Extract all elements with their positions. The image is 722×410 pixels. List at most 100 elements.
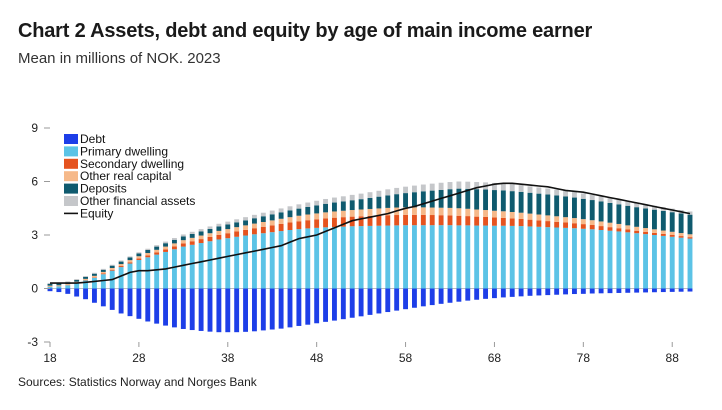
- bar-other-financial-assets: [580, 193, 586, 199]
- bar-primary-dwelling: [269, 232, 275, 289]
- bar-secondary-dwelling: [474, 216, 480, 226]
- bar-other-real-capital: [509, 211, 515, 219]
- bar-primary-dwelling: [403, 225, 408, 289]
- legend-swatch-debt: [64, 134, 78, 144]
- bar-deposits: [216, 226, 222, 231]
- bar-deposits: [598, 201, 604, 222]
- bar-debt: [483, 288, 488, 299]
- bar-deposits: [332, 202, 337, 212]
- axes: -3 0 3 6 9 18 28 38 48 58 68 78 88: [27, 121, 679, 365]
- bar-deposits: [492, 190, 497, 211]
- bar-other-financial-assets: [127, 256, 133, 258]
- bar-deposits: [305, 207, 311, 215]
- bar-other-financial-assets: [420, 184, 426, 192]
- bar-secondary-dwelling: [358, 216, 364, 227]
- bar-secondary-dwelling: [216, 234, 222, 240]
- bar-deposits: [687, 214, 693, 235]
- bar-deposits: [189, 233, 195, 238]
- bar-primary-dwelling: [394, 225, 400, 289]
- bar-deposits: [625, 205, 631, 226]
- bar-secondary-dwelling: [278, 223, 284, 232]
- bar-primary-dwelling: [492, 225, 497, 289]
- bar-secondary-dwelling: [492, 217, 497, 226]
- bar-other-real-capital: [207, 233, 213, 237]
- bar-secondary-dwelling: [634, 230, 640, 234]
- bar-debt: [438, 288, 444, 304]
- bar-other-real-capital: [287, 217, 293, 223]
- bar-other-financial-assets: [403, 186, 408, 194]
- bar-other-real-capital: [145, 253, 151, 256]
- x-tick-label: 58: [399, 351, 413, 365]
- bar-deposits: [447, 189, 453, 208]
- bar-other-financial-assets: [340, 196, 346, 202]
- bar-other-financial-assets: [278, 208, 284, 213]
- bar-deposits: [572, 197, 577, 219]
- bar-primary-dwelling: [136, 259, 142, 289]
- bar-secondary-dwelling: [554, 221, 560, 228]
- bar-other-real-capital: [358, 209, 364, 217]
- bar-deposits: [109, 265, 115, 268]
- bar-deposits: [56, 283, 62, 286]
- bar-debt: [136, 288, 142, 319]
- y-tick-label: 9: [31, 121, 38, 135]
- bar-other-financial-assets: [634, 202, 640, 208]
- bar-other-real-capital: [234, 227, 240, 232]
- bar-deposits: [127, 257, 133, 261]
- bar-secondary-dwelling: [518, 218, 524, 227]
- bar-debt: [554, 288, 560, 295]
- bar-debt: [340, 288, 346, 320]
- bar-debt: [225, 288, 231, 333]
- bar-other-financial-assets: [536, 187, 542, 194]
- bar-other-financial-assets: [234, 219, 240, 223]
- bar-other-financial-assets: [438, 182, 444, 190]
- bar-other-financial-assets: [216, 223, 222, 227]
- bar-deposits: [394, 194, 400, 208]
- legend-label: Other financial assets: [80, 194, 195, 208]
- bar-deposits: [500, 190, 506, 212]
- bar-other-real-capital: [332, 211, 337, 218]
- bar-debt: [278, 288, 284, 329]
- bar-other-financial-assets: [314, 200, 320, 206]
- bar-secondary-dwelling: [225, 233, 231, 239]
- x-tick-label: 18: [43, 351, 57, 365]
- bar-deposits: [483, 189, 488, 211]
- bar-deposits: [163, 243, 168, 247]
- bar-secondary-dwelling: [447, 215, 453, 226]
- bar-secondary-dwelling: [367, 215, 373, 226]
- bar-primary-dwelling: [518, 226, 524, 289]
- bar-secondary-dwelling: [438, 215, 444, 226]
- bar-secondary-dwelling: [616, 228, 622, 232]
- bar-debt: [349, 288, 355, 318]
- bar-debt: [456, 288, 462, 302]
- bar-deposits: [465, 188, 471, 209]
- bar-primary-dwelling: [172, 249, 177, 289]
- bar-debt: [172, 288, 177, 328]
- y-tick-label: 3: [31, 228, 38, 242]
- bar-deposits: [616, 204, 622, 224]
- bar-secondary-dwelling: [180, 243, 186, 247]
- bar-other-real-capital: [412, 207, 417, 215]
- bar-debt: [500, 288, 506, 298]
- bar-secondary-dwelling: [296, 221, 302, 230]
- bar-primary-dwelling: [652, 235, 657, 289]
- bar-deposits: [367, 197, 373, 209]
- bar-primary-dwelling: [198, 243, 204, 289]
- bar-other-financial-assets: [572, 192, 577, 198]
- bar-debt: [447, 288, 453, 303]
- bar-other-real-capital: [536, 214, 542, 221]
- legend-swatch-secondary-dwelling: [64, 158, 78, 169]
- bar-debt: [332, 288, 337, 321]
- bar-deposits: [225, 224, 231, 230]
- bar-deposits: [340, 201, 346, 211]
- bar-debt: [109, 288, 115, 310]
- bar-primary-dwelling: [323, 227, 328, 289]
- bar-debt: [616, 288, 622, 293]
- bar-debt: [403, 288, 408, 310]
- bar-secondary-dwelling: [332, 217, 337, 227]
- bar-secondary-dwelling: [323, 218, 328, 228]
- bar-primary-dwelling: [278, 231, 284, 289]
- bar-primary-dwelling: [180, 246, 186, 289]
- bar-other-real-capital: [225, 229, 231, 234]
- bar-other-real-capital: [643, 228, 648, 232]
- bar-debt: [678, 288, 684, 292]
